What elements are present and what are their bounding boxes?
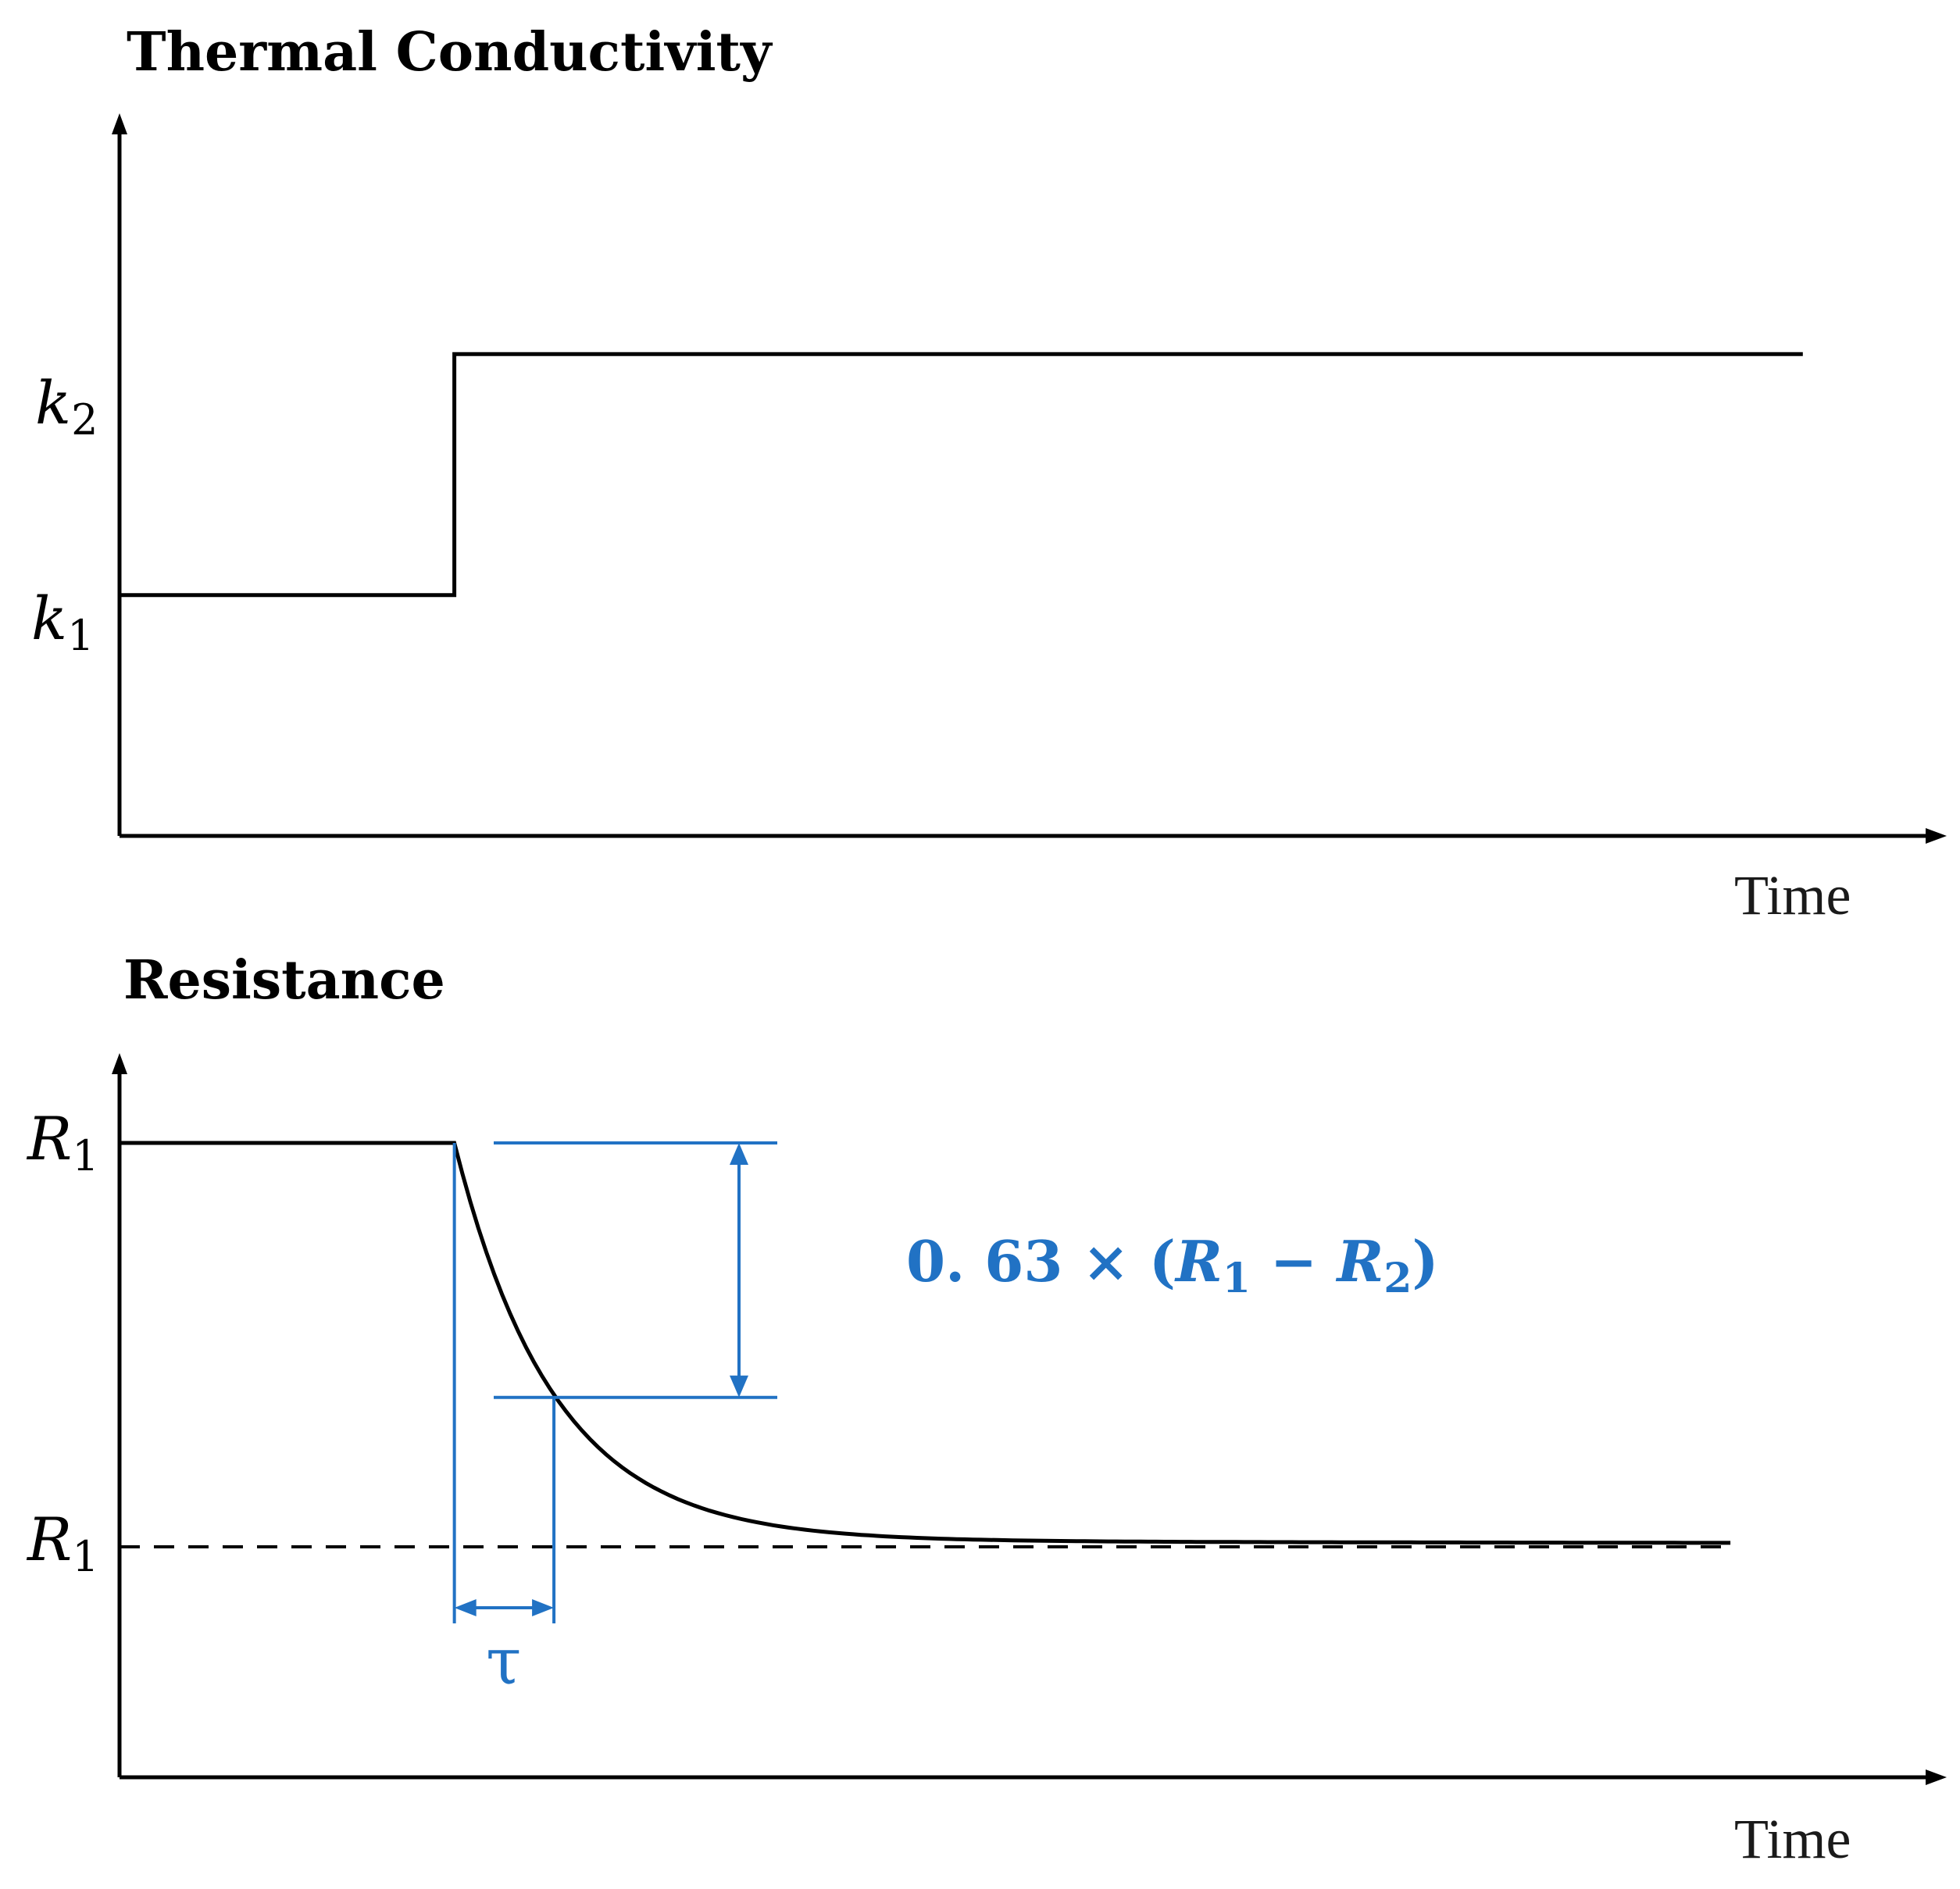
level-symbol-r1-bottom: R: [26, 1505, 72, 1574]
drop-arrowhead-down: [730, 1375, 748, 1398]
chart-title-thermal: Thermal Conductivity: [127, 21, 773, 84]
level-subscript-k2: 2: [71, 395, 98, 445]
level-symbol-k2: k: [35, 368, 71, 437]
x-axis-arrow-resistance: [1926, 1769, 1947, 1785]
x-axis-label-resistance: Time: [1734, 1808, 1851, 1870]
level-label-r1-bottom: R1: [26, 1505, 99, 1581]
level-subscript-r1-top: 1: [72, 1131, 98, 1180]
level-label-r1-top: R1: [26, 1104, 99, 1180]
level-label-k2: k2: [35, 368, 98, 445]
resistance-response-curve: [120, 1141, 1731, 1545]
drop-label-r1: R: [1174, 1228, 1223, 1294]
thermal-conductivity-chart: Thermal Conductivity Time k2 k1: [31, 21, 1947, 927]
drop-label-suffix: ): [1412, 1228, 1438, 1294]
level-label-k1: k1: [31, 584, 94, 660]
drop-arrowhead-up: [730, 1143, 748, 1165]
tau-label: τ: [486, 1625, 521, 1699]
drop-label-r2-sub: 2: [1383, 1255, 1412, 1302]
tau-arrowhead-left: [454, 1599, 477, 1616]
drop-label-minus: −: [1251, 1228, 1337, 1294]
drop-label-prefix: 0. 63 × (: [906, 1228, 1176, 1294]
level-symbol-r1-top: R: [26, 1104, 72, 1173]
x-axis-arrow-thermal: [1926, 828, 1947, 844]
time-constant-annotation: τ 0. 63 × (R1 − R2): [452, 1141, 1439, 1699]
thermal-conductivity-step-line: [120, 352, 1803, 598]
drop-label-r1-sub: 1: [1223, 1255, 1251, 1302]
chart-title-resistance: Resistance: [123, 949, 445, 1012]
drop-label: 0. 63 × (R1 − R2): [906, 1228, 1439, 1302]
resistance-chart: Resistance Time τ 0. 63 × (R1 − R2): [26, 949, 1947, 1870]
level-subscript-k1: 1: [67, 611, 94, 660]
level-subscript-r1-bottom: 1: [72, 1532, 98, 1581]
level-symbol-k1: k: [31, 584, 67, 653]
x-axis-label-thermal: Time: [1734, 864, 1851, 927]
y-axis-arrow-resistance: [112, 1053, 127, 1074]
tau-arrowhead-right: [532, 1599, 555, 1616]
y-axis-arrow-thermal: [112, 113, 127, 134]
drop-label-r2: R: [1335, 1228, 1383, 1294]
